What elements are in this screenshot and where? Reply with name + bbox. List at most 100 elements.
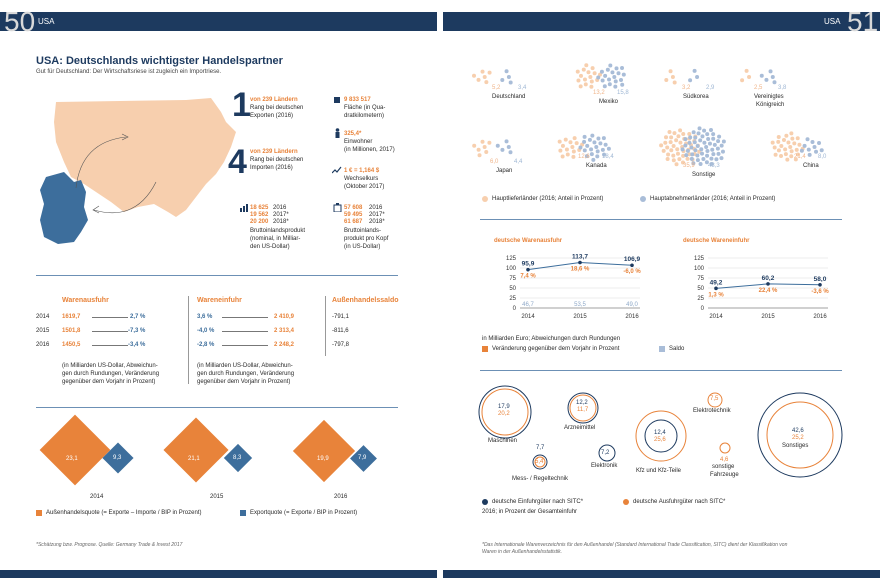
goods-name2: Fahrzeuge xyxy=(710,472,739,478)
partner-dot xyxy=(579,73,584,78)
gdp-val-2017: 19 562 xyxy=(250,212,269,218)
note-exports-3: gegenüber dem Vorjahr in Prozent) xyxy=(62,379,156,385)
partner-dot xyxy=(689,156,694,161)
data-label: 58,0 xyxy=(814,276,827,283)
eq-value: 7,9 xyxy=(358,455,367,461)
trend-icon xyxy=(332,166,342,174)
partner-dot xyxy=(719,143,724,148)
legend-swatch-goods-imp xyxy=(482,499,488,505)
partner-dot xyxy=(659,143,664,148)
partner-dot xyxy=(599,69,604,74)
partner-dot xyxy=(667,129,672,134)
partner-dot xyxy=(613,79,618,84)
partner-dot xyxy=(693,135,698,140)
charts-note: in Milliarden Euro; Abweichungen durch R… xyxy=(482,336,621,342)
partner-dot xyxy=(621,72,626,77)
data-point xyxy=(818,283,822,287)
export-rank-number: 1 xyxy=(232,86,251,124)
partner-dot xyxy=(508,150,513,155)
y-tick-label: 25 xyxy=(509,296,516,302)
change-label: 22,4 % xyxy=(759,288,778,294)
gdppc-label2: produkt pro Kopf xyxy=(344,236,389,242)
partner-dot xyxy=(706,137,711,142)
partner-dot xyxy=(583,82,588,87)
row-import: 2 313,4 xyxy=(274,328,295,334)
gdppc-val-2016: 57 608 xyxy=(344,205,363,211)
export-rank-of: von 239 Ländern xyxy=(250,97,298,103)
partner-dot xyxy=(584,63,589,68)
partner-dot xyxy=(476,147,481,152)
partner-dot xyxy=(665,145,670,150)
page-subtitle: Gut für Deutschland: Der Wirtschaftsries… xyxy=(36,69,222,75)
change-label: 7,4 % xyxy=(520,274,536,280)
quota-year: 2016 xyxy=(334,494,348,500)
partner-dot xyxy=(578,84,583,89)
fx-label2: (Oktober 2017) xyxy=(344,184,385,190)
partner-dot xyxy=(575,69,580,74)
page-number-left: 50 xyxy=(4,6,36,37)
partner-dot xyxy=(504,139,509,144)
partner-dot xyxy=(695,143,700,148)
person-icon xyxy=(335,128,340,138)
goods-name: Maschinen xyxy=(488,438,518,444)
row-import-change: 3,6 % xyxy=(197,314,213,320)
partner-dot xyxy=(500,147,505,152)
partner-dot xyxy=(690,152,695,157)
partner-dot xyxy=(557,139,562,144)
partner-dot xyxy=(590,133,595,138)
pop-label1: Einwohner xyxy=(344,139,373,145)
partner-dot xyxy=(576,78,581,83)
partner-name: Deutschland xyxy=(492,94,526,100)
partner-dot xyxy=(614,66,619,71)
partner-dot xyxy=(783,147,788,152)
row-year: 2015 xyxy=(36,328,50,334)
goods-exp: 25,2 xyxy=(792,435,804,441)
partner-dot xyxy=(797,142,802,147)
partner-dot xyxy=(608,63,613,68)
divider-1 xyxy=(36,275,398,276)
partner-dot xyxy=(665,157,670,162)
row-export-change: -7,3 % xyxy=(128,328,146,334)
aq-diamond xyxy=(39,414,111,486)
fx-label1: Wechselkurs xyxy=(344,176,379,182)
legend-swatch-change xyxy=(482,346,488,352)
partner-dot xyxy=(710,147,715,152)
partner-dot xyxy=(692,68,697,73)
partner-buy: 3,4 xyxy=(518,85,527,91)
row-export-change: 2,7 % xyxy=(130,314,146,320)
goods-name: Elektronik xyxy=(591,463,618,469)
partner-dot xyxy=(716,139,721,144)
partner-dot xyxy=(480,139,485,144)
partner-dot xyxy=(585,143,590,148)
goods-exp: 5,4 xyxy=(535,459,544,465)
partner-dot xyxy=(692,140,697,145)
partner-dot xyxy=(676,134,681,139)
partner-dot xyxy=(687,132,692,137)
partner-dot xyxy=(705,132,710,137)
partner-dot xyxy=(684,153,689,158)
table-col-divider-1 xyxy=(188,296,189,384)
partner-dot xyxy=(784,133,789,138)
row-balance: -797,8 xyxy=(332,342,350,348)
partner-dot xyxy=(768,69,773,74)
partner-dot xyxy=(582,134,587,139)
row-import-change: -2,8 % xyxy=(197,342,215,348)
partner-dot xyxy=(669,148,674,153)
pop-value: 325,4* xyxy=(344,131,362,137)
partner-dot xyxy=(717,134,722,139)
partner-sup: 12,6 xyxy=(578,154,590,160)
partner-dot xyxy=(805,137,810,142)
chart-exports-title: deutsche Warenausfuhr xyxy=(494,238,563,244)
goods-name: Kfz und Kfz-Teile xyxy=(636,468,682,474)
aq-diamond xyxy=(292,419,356,483)
partner-dot xyxy=(785,157,790,162)
goods-circles xyxy=(478,385,843,478)
note-exports-2: gen durch Rundungen, Veränderung xyxy=(62,371,160,377)
legend-buyers: Hauptabnehmerländer (2016; Anteil in Pro… xyxy=(650,196,776,202)
partner-dot xyxy=(664,135,669,140)
goods-imp: 12,2 xyxy=(576,400,588,406)
partner-dot xyxy=(592,140,597,145)
partner-dot xyxy=(795,152,800,157)
partner-dot xyxy=(480,69,485,74)
partner-dot xyxy=(705,153,710,158)
